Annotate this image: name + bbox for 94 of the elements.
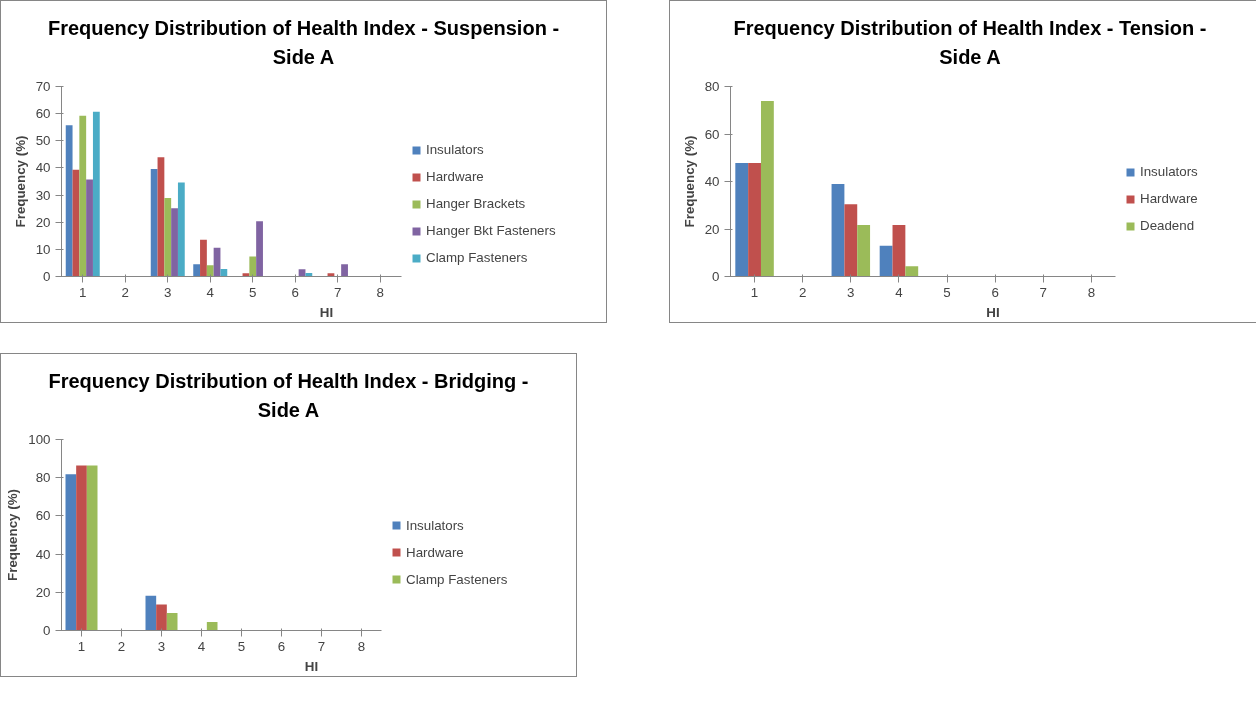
bar	[86, 465, 98, 631]
y-tick-label: 80	[704, 79, 720, 95]
y-tick-label: 40	[35, 546, 51, 562]
bar	[145, 595, 157, 631]
x-tick-label: 4	[895, 284, 904, 300]
chart-title: Frequency Distribution of Health Index - Suspension - Side A	[46, 16, 561, 70]
bar	[76, 465, 87, 631]
legend-label: Clamp Fasteners	[426, 250, 528, 266]
bar	[256, 221, 263, 277]
x-axis-title: HI	[319, 304, 334, 320]
bar	[879, 245, 893, 277]
legend-label: Insulators	[1140, 164, 1198, 180]
bar	[206, 265, 214, 277]
y-tick-label: 60	[704, 126, 720, 142]
y-tick-label: 20	[704, 221, 720, 237]
chart-title: Frequency Distribution of Health Index - Bridging - Side A	[47, 369, 530, 423]
x-tick-label: 1	[750, 284, 759, 300]
y-tick-label: 0	[712, 269, 720, 285]
x-tick-label: 6	[277, 638, 286, 654]
y-tick-label: 60	[35, 106, 51, 122]
x-tick-label: 8	[1087, 284, 1096, 300]
y-tick-label: 0	[43, 269, 51, 285]
x-tick-label: 2	[117, 638, 126, 654]
y-tick-label: 30	[35, 187, 51, 203]
bar	[150, 169, 158, 277]
x-tick-label: 8	[376, 284, 384, 300]
legend-label: Hardware	[406, 544, 464, 560]
y-tick-label: 60	[35, 508, 51, 524]
y-tick-label: 0	[43, 623, 51, 639]
bar	[92, 111, 100, 277]
bar	[206, 622, 218, 631]
bar	[79, 115, 87, 277]
x-tick-label: 7	[1039, 284, 1048, 300]
bar	[65, 474, 77, 631]
x-tick-label: 7	[317, 638, 326, 654]
legend-label: Insulators	[426, 142, 484, 158]
y-tick-label: 80	[35, 470, 51, 486]
y-axis-title: Frequency (%)	[12, 135, 28, 228]
y-tick-label: 20	[35, 214, 51, 230]
y-tick-label: 100	[28, 432, 51, 448]
bar	[831, 184, 845, 277]
bar	[905, 266, 919, 277]
legend-label: Deadend	[1140, 218, 1195, 234]
bar	[748, 163, 761, 277]
y-tick-label: 20	[35, 585, 51, 601]
x-tick-label: 2	[798, 284, 807, 300]
legend-label: Clamp Fasteners	[406, 571, 508, 587]
x-tick-label: 3	[164, 284, 172, 300]
x-tick-label: 4	[206, 284, 215, 300]
bar	[65, 125, 73, 277]
bar	[857, 225, 871, 277]
y-tick-label: 40	[35, 160, 51, 176]
bar	[177, 182, 185, 277]
x-tick-label: 5	[943, 284, 951, 300]
bar	[171, 208, 178, 277]
y-axis-title: Frequency (%)	[5, 489, 21, 582]
x-tick-label: 7	[334, 284, 342, 300]
x-tick-label: 2	[121, 284, 129, 300]
x-tick-label: 3	[847, 284, 855, 300]
x-tick-label: 8	[357, 638, 366, 654]
x-tick-label: 5	[237, 638, 246, 654]
bar	[193, 264, 201, 277]
legend-label: Hanger Bkt Fasteners	[426, 223, 556, 239]
bar	[200, 239, 207, 277]
y-tick-label: 50	[35, 133, 51, 149]
x-tick-label: 6	[991, 284, 999, 300]
chart-title: Frequency Distribution of Health Index - Tension - Side A	[732, 16, 1208, 70]
x-axis-title: HI	[304, 658, 319, 674]
y-axis-title: Frequency (%)	[681, 135, 697, 228]
bar	[844, 204, 858, 277]
y-tick-label: 40	[704, 174, 720, 190]
bar	[760, 101, 774, 277]
bar	[220, 269, 228, 277]
y-tick-label: 70	[35, 79, 51, 95]
legend-label: Hardware	[1140, 191, 1198, 207]
bar	[166, 613, 178, 631]
x-axis-title: HI	[986, 304, 1000, 320]
x-tick-label: 3	[157, 638, 166, 654]
x-tick-label: 5	[249, 284, 257, 300]
bar	[164, 198, 172, 277]
x-tick-label: 1	[77, 638, 86, 654]
x-tick-label: 1	[79, 284, 87, 300]
bar	[249, 256, 257, 277]
x-tick-label: 6	[291, 284, 299, 300]
bar	[892, 225, 906, 277]
bar	[156, 604, 167, 631]
bar	[86, 179, 93, 277]
legend-label: Hanger Brackets	[426, 196, 526, 212]
y-tick-label: 10	[35, 241, 51, 257]
legend-label: Hardware	[426, 169, 484, 185]
legend-label: Insulators	[406, 517, 464, 533]
bar	[735, 163, 749, 277]
x-tick-label: 4	[197, 638, 206, 654]
bar	[341, 264, 348, 277]
